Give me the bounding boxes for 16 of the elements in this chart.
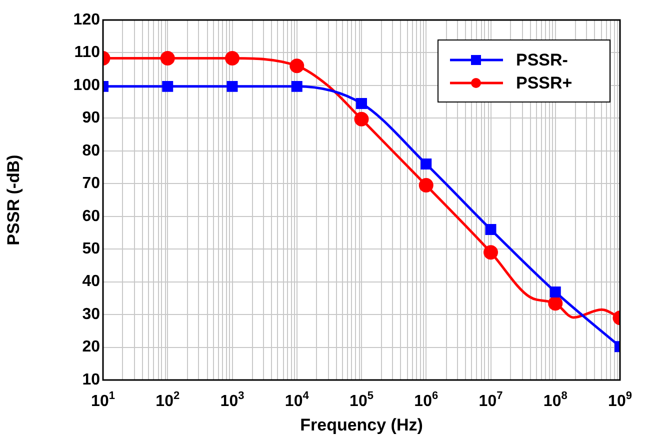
y-tick-label: 40 (82, 273, 100, 290)
y-tick-label: 10 (82, 371, 100, 388)
y-tick-label: 30 (82, 306, 100, 323)
y-tick-label: 70 (82, 175, 100, 192)
y-tick-label: 50 (82, 240, 100, 258)
y-tick-label: 80 (82, 142, 100, 160)
legend-label: PSSR+ (516, 74, 572, 93)
y-tick-label: 120 (73, 11, 100, 28)
y-tick-label: 110 (74, 44, 100, 62)
y-tick-label: 90 (82, 110, 100, 127)
x-axis-title: Frequency (Hz) (300, 415, 423, 434)
y-tick-label: 60 (82, 208, 100, 225)
legend-label: PSSR- (516, 50, 568, 70)
y-tick-label: 20 (82, 338, 100, 356)
y-tick-label: 100 (73, 76, 100, 94)
y-axis-title: PSSR (-dB) (4, 154, 23, 246)
